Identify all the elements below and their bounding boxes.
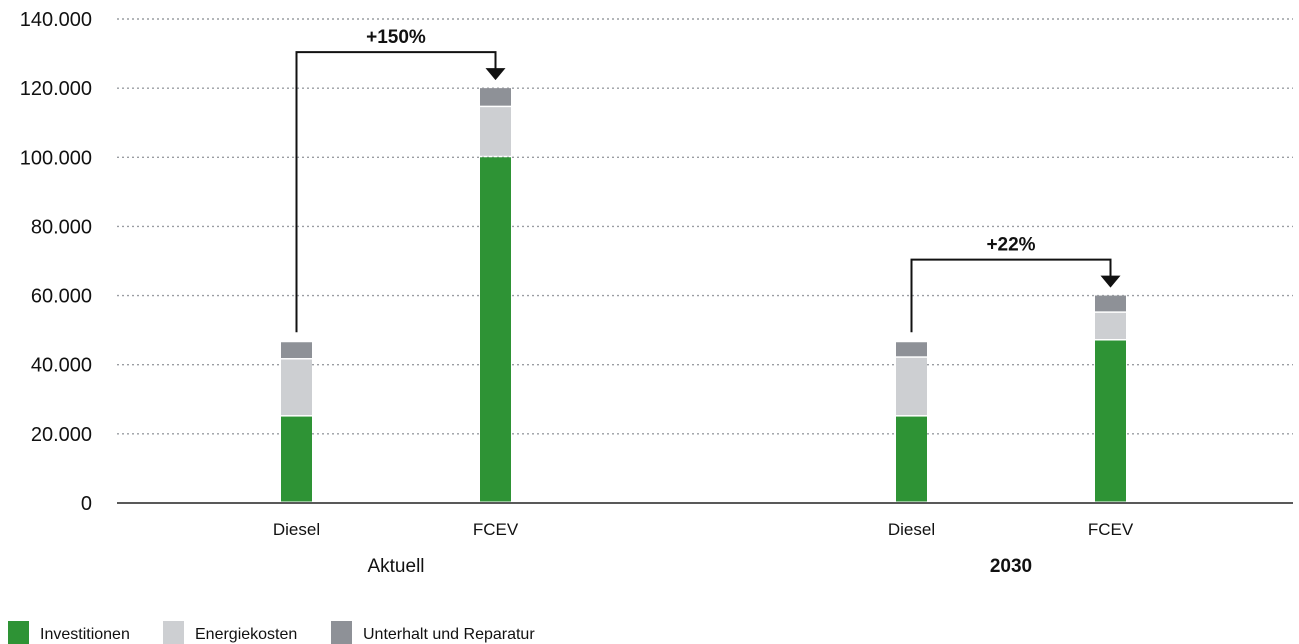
- bar-segment: [281, 342, 312, 359]
- x-axis-labels: Diesel FCEV Diesel FCEV Aktuell 2030: [273, 520, 1134, 577]
- bar-segment: [1095, 312, 1126, 340]
- stacked-bar: [281, 342, 312, 502]
- group-label: 2030: [990, 556, 1032, 577]
- group-label: Aktuell: [367, 556, 424, 577]
- x-tick-label: FCEV: [1088, 520, 1134, 539]
- stacked-bar: [1095, 295, 1126, 502]
- legend-label: Energiekosten: [195, 626, 297, 643]
- stacked-bar: [896, 342, 927, 502]
- x-tick-label: Diesel: [273, 520, 320, 539]
- legend-item: Investitionen: [8, 621, 130, 644]
- bar-segment: [1095, 295, 1126, 312]
- legend: Investitionen Energiekosten Unterhalt und …: [8, 621, 535, 644]
- y-tick-label: 20.000: [31, 424, 92, 446]
- bar-segment: [480, 88, 511, 106]
- y-tick-label: 80.000: [31, 216, 92, 238]
- change-label: +22%: [986, 235, 1035, 256]
- arrow-head: [1100, 275, 1121, 288]
- bar-segment: [896, 357, 927, 416]
- legend-swatch: [8, 621, 29, 644]
- change-annotation: +150%: [295, 27, 506, 333]
- legend-label: Unterhalt und Reparatur: [363, 626, 535, 643]
- stacked-bar: [480, 88, 511, 502]
- y-tick-label: 60.000: [31, 286, 92, 308]
- legend-item: Unterhalt und Reparatur: [331, 621, 535, 644]
- y-axis-ticks: 0 20.000 40.000 60.000 80.000 100.000 120.000 1…: [20, 9, 92, 515]
- change-annotation: +22%: [910, 235, 1121, 333]
- bar-segment: [480, 157, 511, 502]
- bracket-line: [910, 258, 1112, 333]
- y-tick-label: 40.000: [31, 355, 92, 377]
- arrow-head: [485, 68, 506, 81]
- y-tick-label: 0: [81, 493, 92, 515]
- bars: [281, 88, 1126, 502]
- y-tick-label: 120.000: [20, 78, 92, 100]
- x-tick-label: Diesel: [888, 520, 935, 539]
- legend-item: Energiekosten: [163, 621, 297, 644]
- y-tick-label: 140.000: [20, 9, 92, 31]
- x-tick-label: FCEV: [473, 520, 519, 539]
- legend-label: Investitionen: [40, 626, 130, 643]
- annotations: +150% +22%: [295, 27, 1121, 333]
- y-tick-label: 100.000: [20, 147, 92, 169]
- bar-segment: [896, 342, 927, 357]
- bar-segment: [281, 416, 312, 502]
- bracket-line: [295, 51, 497, 333]
- legend-swatch: [163, 621, 184, 644]
- bar-segment: [1095, 340, 1126, 502]
- bar-segment: [896, 416, 927, 502]
- legend-swatch: [331, 621, 352, 644]
- change-label: +150%: [366, 27, 426, 48]
- bar-segment: [281, 359, 312, 416]
- bar-segment: [480, 107, 511, 156]
